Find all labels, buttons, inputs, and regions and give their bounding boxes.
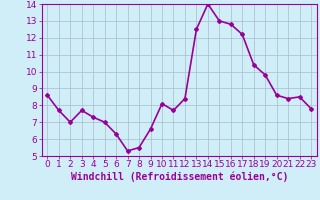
X-axis label: Windchill (Refroidissement éolien,°C): Windchill (Refroidissement éolien,°C) — [70, 172, 288, 182]
